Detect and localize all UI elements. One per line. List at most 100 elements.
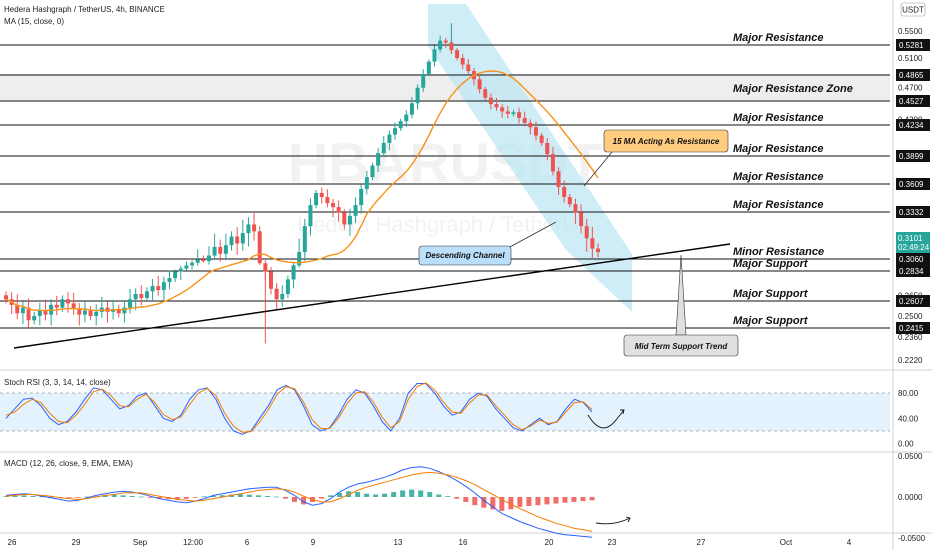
macd-hist-bar [319,497,325,499]
macd-hist-bar [427,492,433,497]
level-value: 0.2415 [899,324,924,333]
candle-body [178,268,183,272]
candle-body [15,304,20,314]
candle-body [449,42,454,51]
macd-hist-bar [264,496,270,497]
time-tick: Oct [780,538,793,547]
candle-body [280,293,285,300]
macd-hist-bar [120,495,126,497]
macd-hist-bar [580,497,586,502]
candle-body [596,248,600,253]
level-tag [896,322,930,334]
candle-body [246,224,251,234]
macd-hist-bar [445,496,451,497]
time-tick: 4 [847,538,852,547]
stoch-tick: 0.00 [898,440,914,449]
bar-countdown: 02:49:24 [898,243,930,252]
time-tick: 26 [8,538,17,547]
stoch-k-line [5,383,593,435]
ma-legend: MA (15, close, 0) [4,17,64,26]
macd-hist-bar [129,496,135,497]
candle-body [398,121,403,129]
macd-hist-bar [273,496,279,498]
level-tag [896,39,930,51]
candle-body [291,265,296,280]
macd-hist-bar [418,490,424,497]
macd-hist-bar [39,496,45,498]
level-value: 0.5281 [899,41,924,50]
candle-body [201,259,206,262]
macd-hist-bar [237,494,243,497]
candle-body [533,127,538,136]
candle-body [494,104,499,108]
candle-body [331,203,336,208]
level-value: 0.2834 [899,267,924,276]
time-tick: 29 [72,538,81,547]
candle-body [252,224,257,232]
current-price-tag: 0.3101 02:49:24 [896,232,930,253]
macd-hist-bar [355,492,361,497]
stoch-d-line [5,382,593,433]
macd-hist-bar [156,497,162,499]
candle-body [144,291,149,298]
candle-body [54,304,59,308]
level-value: 0.4234 [899,121,924,130]
time-tick: 20 [545,538,554,547]
macd-hist-bar [282,497,288,499]
candle-body [421,73,426,88]
macd-hist-bar [535,497,541,506]
candle-body [511,112,516,114]
candle-body [173,271,178,279]
candle-body [432,49,437,62]
macd-hist-bar [400,490,406,497]
candle-body [404,114,409,122]
candle-body [466,64,471,72]
level-value: 0.3609 [899,180,924,189]
macd-hist-bar [210,495,216,497]
macd-tick: 0.0500 [898,452,923,461]
macd-hist-bar [3,496,9,497]
time-tick: 27 [697,538,706,547]
time-tick: Sep [133,538,148,547]
price-tick: 0.4300 [898,116,923,125]
macd-line [5,466,593,538]
macd-hist-bar [508,497,514,510]
level-label: Major Resistance [733,199,823,211]
time-tick: 12:00 [183,538,204,547]
macd-hist-bar [490,497,496,510]
macd-legend: MACD (12, 26, close, 9, EMA, EMA) [4,459,133,468]
candle-body [325,197,330,204]
candle-body [556,171,561,187]
candle-body [308,205,313,227]
candle-body [184,265,189,269]
macd-hist-bar [75,497,81,498]
candle-body [545,142,550,155]
candle-body [579,212,584,227]
candle-body [263,263,268,272]
time-tick: 23 [608,538,617,547]
candle-body [387,134,392,143]
time-tick: 16 [459,538,468,547]
stoch-tick: 40.00 [898,414,919,423]
macd-hist-bar [21,495,27,497]
macd-projection [595,517,631,525]
candle-body [60,299,65,308]
candle-body [550,154,555,172]
candle-body [342,212,347,225]
currency-button[interactable] [900,2,926,17]
macd-hist-bar [183,497,189,499]
candle-body [415,87,420,104]
candle-body [156,286,161,291]
candle-body [426,61,431,74]
time-axis: 26 29 Sep 12:00 6 9 13 16 20 23 27 Oct 4 [8,538,852,547]
channel-callout: Descending Channel [418,221,557,266]
level-value: 0.4865 [899,71,924,80]
candle-body [94,311,99,317]
candle-body [522,117,527,123]
macd-hist-bar [517,497,523,507]
macd-hist-bar [48,496,54,498]
macd-hist-bar [12,495,18,497]
stoch-axis: 80.00 40.00 0.00 [898,389,919,449]
candle-body [353,205,358,216]
macd-hist-bar [301,497,307,505]
